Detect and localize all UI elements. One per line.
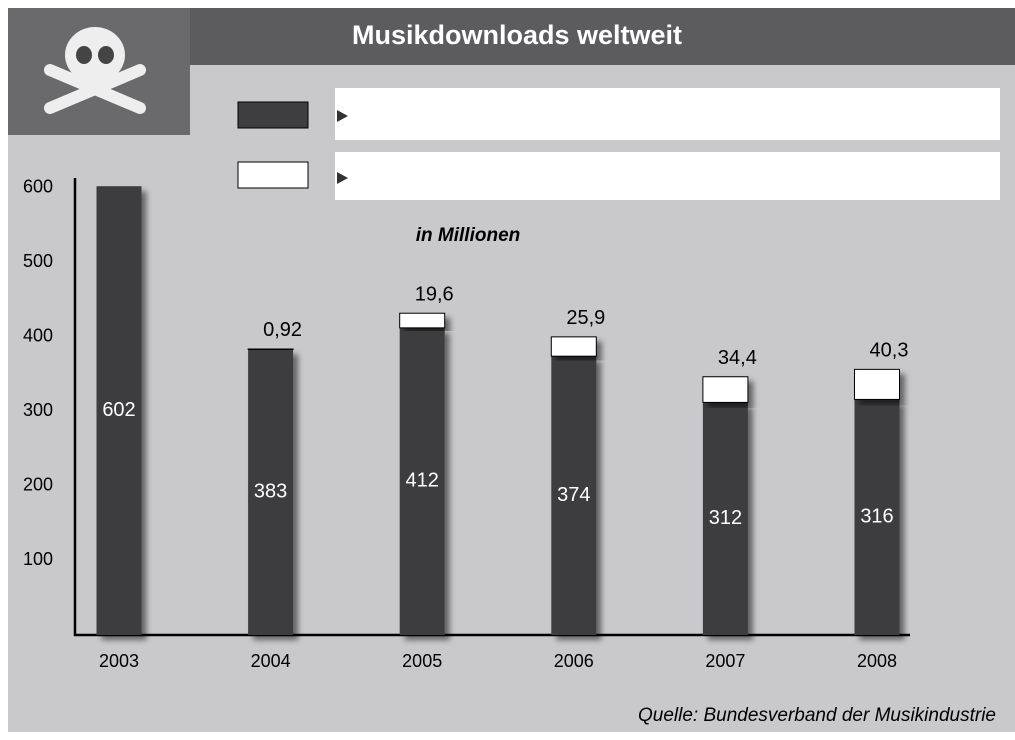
y-tick-label: 600 <box>23 176 53 196</box>
y-tick-label: 300 <box>23 400 53 420</box>
legend-swatch <box>238 162 308 188</box>
y-tick-label: 100 <box>23 549 53 569</box>
legend-swatch <box>238 102 308 128</box>
x-tick-label: 2007 <box>705 651 745 671</box>
skull-logo <box>8 8 190 135</box>
page: {"chart_data": {"type": "stacked-bar", "… <box>0 0 1015 740</box>
x-tick-label: 2005 <box>402 651 442 671</box>
subtitle: in Millionen <box>416 225 521 246</box>
y-tick-label: 400 <box>23 326 53 346</box>
value-label: 312 <box>709 507 742 529</box>
value-label: 0,92 <box>263 319 302 341</box>
value-label: 316 <box>860 505 893 527</box>
bar-segment <box>855 369 900 399</box>
bar-segment <box>248 349 293 350</box>
value-label: 602 <box>102 399 135 421</box>
legend-field <box>335 152 1000 200</box>
value-label: 383 <box>254 481 287 503</box>
x-tick-label: 2004 <box>251 651 291 671</box>
bar-segment <box>703 377 748 403</box>
chart: Musikdownloads weltweit in Millionen Que… <box>0 0 1015 740</box>
value-label: 25,9 <box>566 307 605 329</box>
x-tick-label: 2008 <box>857 651 897 671</box>
x-tick-label: 2003 <box>99 651 139 671</box>
y-tick-label: 500 <box>23 251 53 271</box>
value-label: 19,6 <box>415 284 454 306</box>
chart-title: Musikdownloads weltweit <box>352 20 682 50</box>
value-label: 412 <box>406 470 439 492</box>
bar-segment <box>551 337 596 356</box>
value-label: 374 <box>557 484 590 506</box>
legend-field <box>335 88 1000 140</box>
bar-segment <box>400 313 445 328</box>
value-label: 40,3 <box>870 340 909 362</box>
source: Quelle: Bundesverband der Musikindustrie <box>638 705 996 726</box>
value-label: 34,4 <box>718 347 757 369</box>
x-tick-label: 2006 <box>554 651 594 671</box>
y-tick-label: 200 <box>23 475 53 495</box>
